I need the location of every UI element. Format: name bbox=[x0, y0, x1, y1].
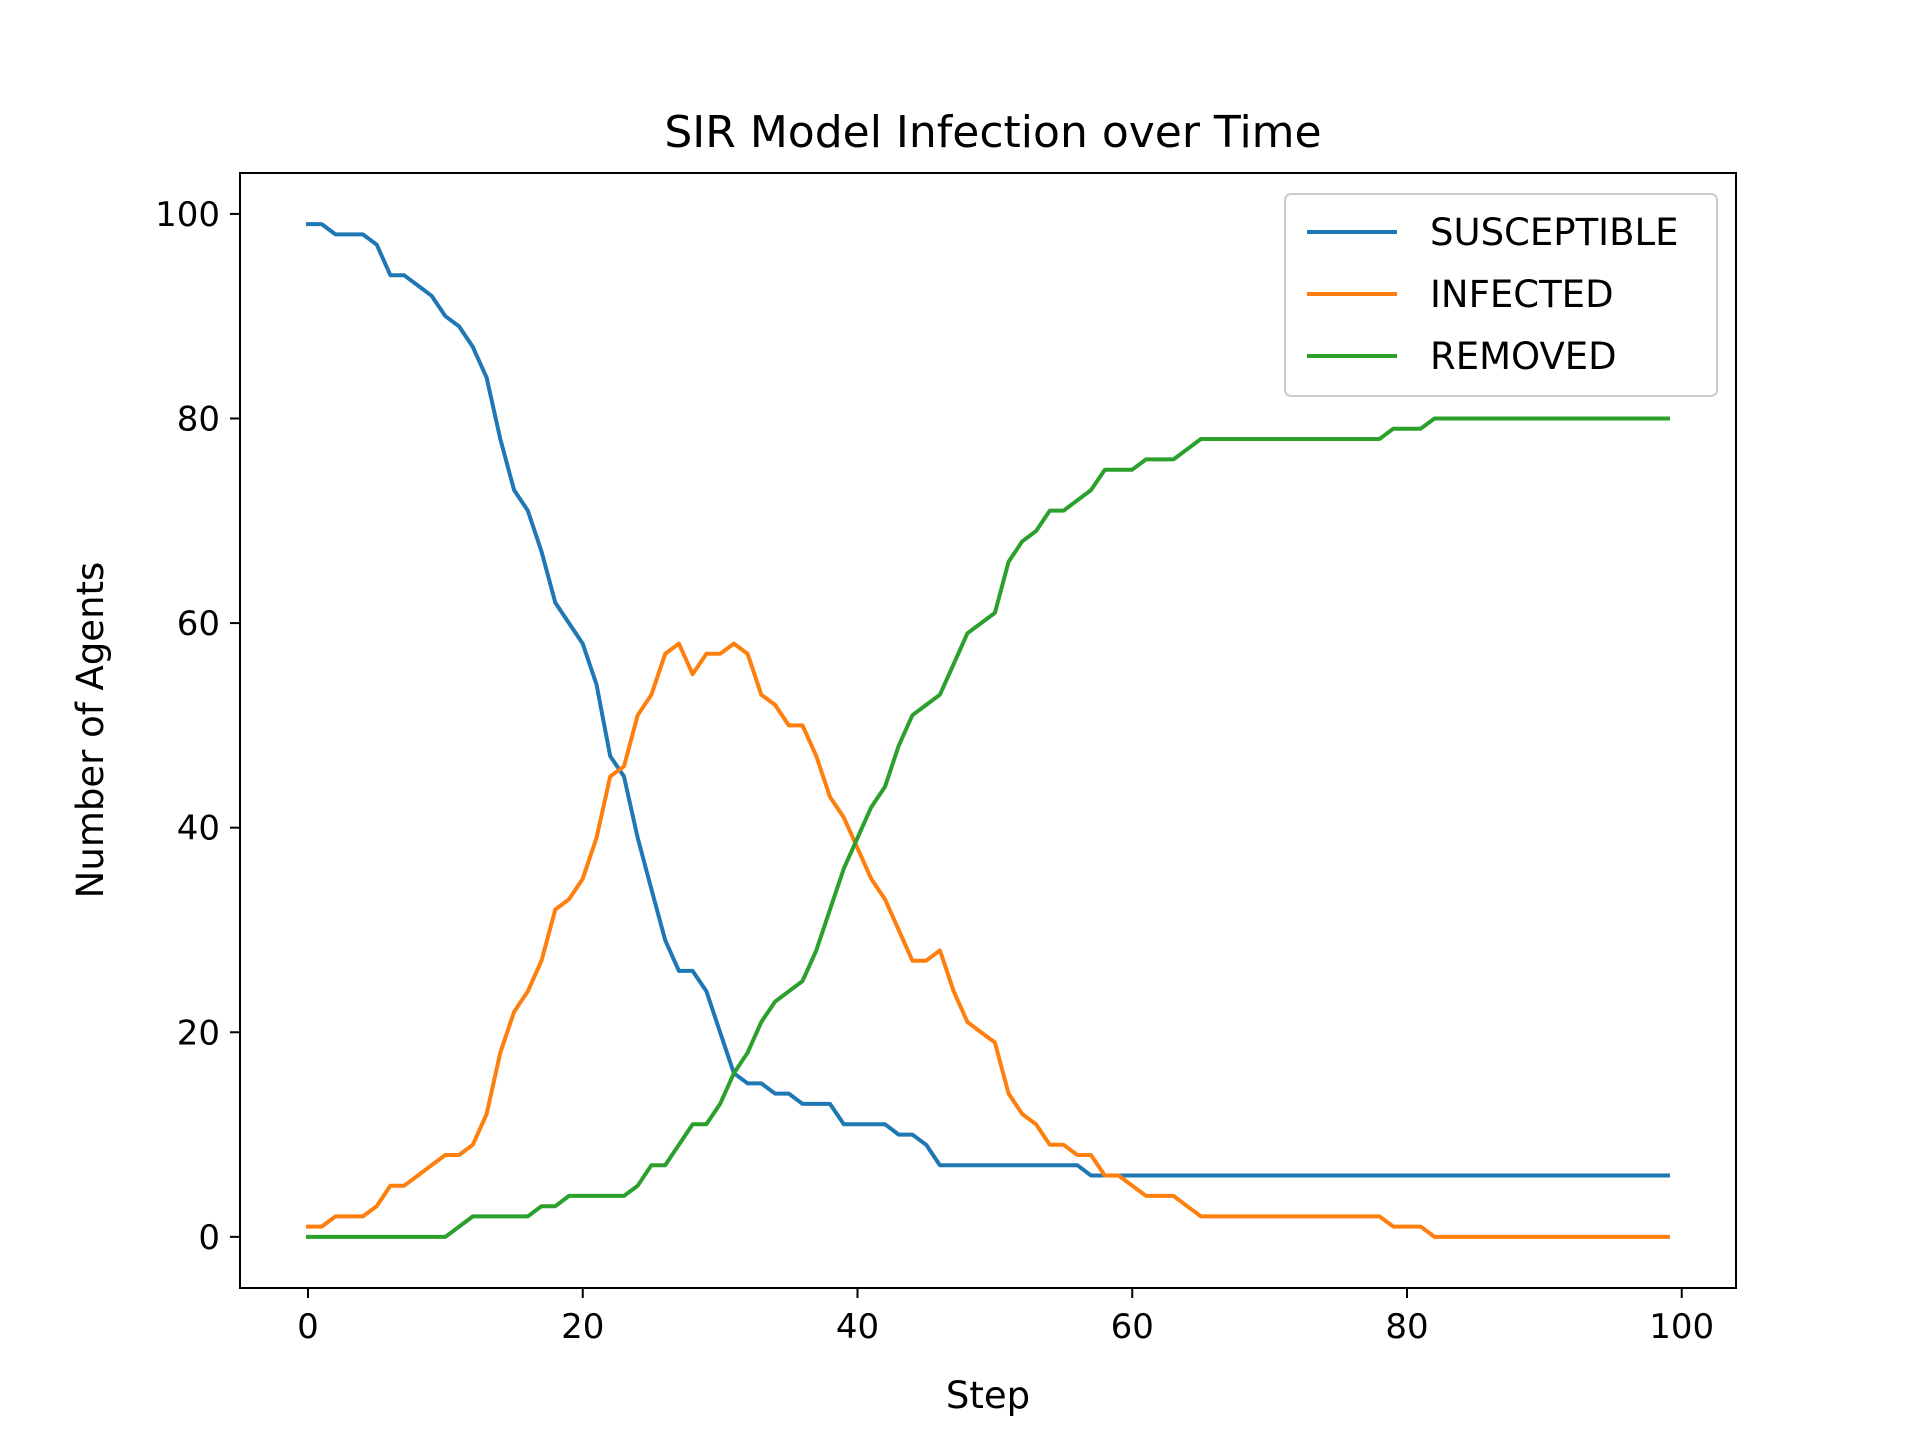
x-tick-label: 0 bbox=[297, 1307, 319, 1347]
series-line-infected bbox=[306, 641, 1670, 1239]
chart-title: SIR Model Infection over Time bbox=[664, 107, 1321, 158]
x-tick-label: 80 bbox=[1385, 1307, 1428, 1347]
legend-box bbox=[1284, 193, 1718, 397]
series-line-removed bbox=[306, 416, 1670, 1239]
y-tick-label: 60 bbox=[177, 604, 220, 644]
legend-label-infected: INFECTED bbox=[1430, 273, 1614, 316]
x-tick-label: 40 bbox=[836, 1307, 879, 1347]
legend-label-susceptible: SUSCEPTIBLE bbox=[1430, 211, 1678, 254]
x-tick-label: 20 bbox=[561, 1307, 604, 1347]
y-tick-label: 100 bbox=[155, 195, 220, 235]
y-axis: 0 20 40 60 80 100 bbox=[155, 195, 240, 1258]
y-tick-label: 0 bbox=[198, 1218, 220, 1258]
y-tick-label: 20 bbox=[177, 1013, 220, 1053]
x-tick-label: 100 bbox=[1649, 1307, 1714, 1347]
x-axis: 0 20 40 60 80 100 bbox=[297, 1288, 1714, 1347]
legend: SUSCEPTIBLE INFECTED REMOVED bbox=[1284, 193, 1718, 397]
y-tick-label: 80 bbox=[177, 400, 220, 440]
y-tick-label: 40 bbox=[177, 809, 220, 849]
y-axis-label: Number of Agents bbox=[69, 562, 112, 899]
series-lines bbox=[306, 222, 1670, 1239]
x-axis-label: Step bbox=[946, 1374, 1030, 1417]
series-line-susceptible bbox=[306, 222, 1670, 1178]
legend-label-removed: REMOVED bbox=[1430, 335, 1617, 378]
x-tick-label: 60 bbox=[1111, 1307, 1154, 1347]
